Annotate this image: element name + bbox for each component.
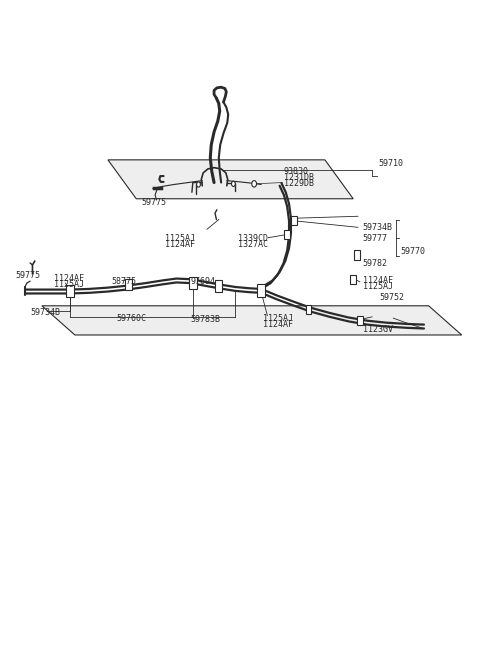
Text: 97694: 97694 (191, 277, 216, 286)
Polygon shape (108, 160, 353, 199)
Text: 59734B: 59734B (362, 223, 393, 233)
Text: 1124AF: 1124AF (362, 276, 393, 285)
Text: 59777: 59777 (362, 235, 388, 244)
Text: 59752: 59752 (379, 293, 404, 302)
Text: 59770: 59770 (400, 248, 425, 256)
Bar (306, 305, 311, 314)
Text: 1231DB: 1231DB (284, 173, 314, 182)
Bar (291, 216, 297, 225)
Text: 59760C: 59760C (117, 313, 146, 323)
Bar (257, 284, 265, 297)
Text: 1339CD: 1339CD (238, 234, 268, 243)
Text: 1123GV: 1123GV (362, 325, 393, 334)
Text: 93830: 93830 (284, 167, 309, 176)
Circle shape (252, 181, 256, 187)
Text: 58775: 58775 (112, 277, 137, 286)
Text: 1229DB: 1229DB (284, 179, 314, 188)
Polygon shape (42, 306, 462, 335)
Bar (358, 315, 363, 325)
Bar (125, 279, 132, 290)
Text: 1125AJ: 1125AJ (362, 282, 393, 291)
Text: 59775: 59775 (141, 198, 166, 206)
Text: 1125AJ: 1125AJ (54, 280, 84, 289)
Bar (189, 277, 197, 289)
Bar (66, 285, 74, 297)
Circle shape (231, 181, 235, 187)
Text: 1124AF: 1124AF (165, 240, 194, 248)
Bar (354, 250, 360, 260)
Circle shape (197, 182, 200, 187)
Bar (216, 281, 222, 292)
Text: 59782: 59782 (362, 259, 388, 268)
Text: 1124AF: 1124AF (54, 274, 84, 283)
Text: 59775: 59775 (15, 271, 40, 280)
Text: 59783B: 59783B (191, 315, 220, 324)
Text: 1125AJ: 1125AJ (263, 314, 293, 323)
Text: 1125AJ: 1125AJ (165, 234, 194, 243)
Text: 1124AF: 1124AF (263, 320, 293, 329)
Text: 1327AC: 1327AC (238, 240, 268, 248)
Bar (284, 230, 290, 239)
Text: 59710: 59710 (378, 158, 403, 168)
Text: 59734B: 59734B (30, 307, 60, 317)
Bar (350, 275, 356, 284)
